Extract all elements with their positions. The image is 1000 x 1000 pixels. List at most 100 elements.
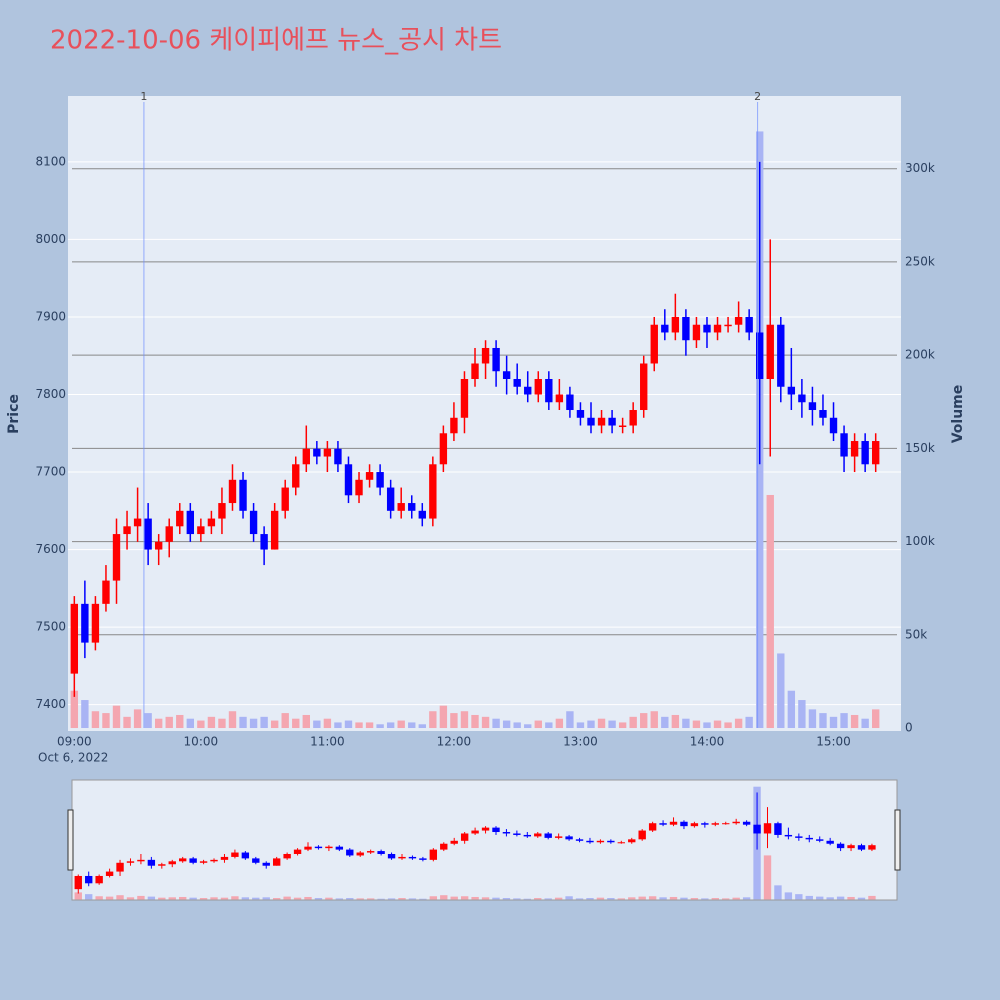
slider-handle[interactable] [894, 809, 901, 871]
slider-candle-body [596, 840, 605, 843]
slider-volume-bar [231, 896, 239, 900]
slider-volume-bar [74, 892, 82, 900]
volume-bar [154, 718, 163, 729]
slider-candle-body [680, 821, 688, 827]
x-tick-label: 15:00 [816, 735, 851, 749]
candle-body [492, 347, 500, 372]
volume-bar [144, 713, 152, 729]
volume-bar [629, 716, 637, 729]
slider-candle-body [669, 821, 678, 825]
slider-candle-body [210, 859, 218, 862]
slider-volume-bar [617, 898, 625, 900]
volume-bar [798, 700, 806, 729]
candle-body [144, 518, 152, 550]
volume-bar [123, 716, 131, 729]
candle-body [344, 464, 353, 496]
candle-body [418, 510, 426, 519]
slider-candle-body [554, 836, 563, 838]
slider-candle-body [168, 861, 176, 865]
slider-candle-body [398, 856, 406, 859]
candle-body [91, 603, 100, 643]
slider-volume-bar [262, 897, 270, 900]
candle-body [376, 472, 384, 488]
slider-candle-body [429, 849, 438, 860]
slider-candle-body [387, 853, 396, 859]
slider-candle-body [836, 843, 845, 849]
slider-candle-body [784, 834, 793, 837]
volume-bar [102, 713, 110, 729]
candle-body [724, 324, 732, 327]
y2-tick-label: 100k [905, 534, 935, 548]
slider-handle[interactable] [67, 809, 74, 871]
volume-bar [270, 720, 279, 729]
y2-tick-label: 0 [905, 721, 913, 735]
candle-body [207, 518, 216, 527]
candle-body [777, 324, 785, 387]
range-slider[interactable] [71, 779, 898, 901]
y-tick-label: 7500 [35, 620, 66, 634]
candle-body [249, 510, 258, 535]
volume-bar [112, 705, 121, 729]
slider-volume-bar [774, 885, 782, 900]
candle-body [861, 441, 869, 465]
candle-body [618, 425, 627, 428]
candle-body [408, 503, 416, 511]
slider-volume-bar [638, 896, 646, 900]
candle-body [703, 324, 711, 333]
candle-body [640, 363, 648, 411]
slider-candle-body [74, 875, 82, 890]
slider-candle-body [857, 845, 866, 850]
slider-candle-body [586, 840, 594, 843]
candle-body [365, 472, 374, 480]
volume-bar [555, 718, 564, 729]
volume-bar [502, 720, 511, 729]
slider-volume-bar [607, 898, 615, 900]
volume-bar [471, 714, 479, 729]
slider-candle-body [638, 830, 646, 840]
slider-candle-body [816, 839, 824, 841]
candle-body [661, 324, 669, 333]
volume-bar [829, 716, 838, 729]
slider-volume-bar [377, 898, 385, 900]
candle-body [165, 526, 173, 542]
y-axis-title: Price [6, 394, 22, 434]
y-tick-label: 7700 [35, 465, 66, 479]
candle-body [608, 417, 616, 426]
slider-volume-bar [335, 898, 344, 900]
slider-volume-bar [158, 897, 166, 900]
slider-candle-body [179, 858, 187, 862]
candle-body [334, 448, 342, 465]
volume-bar [787, 690, 796, 729]
slider-volume-bar [502, 898, 511, 900]
x-tick-label: 13:00 [563, 735, 598, 749]
candle-body [650, 324, 658, 364]
slider-candle-body [659, 823, 667, 825]
slider-candle-body [147, 859, 156, 866]
candle-body [471, 363, 479, 379]
volume-bar [640, 713, 648, 729]
slider-volume-bar [523, 898, 532, 900]
candle-body [787, 386, 796, 395]
chart-title: 2022-10-06 케이피에프 뉴스_공시 차트 [50, 26, 502, 56]
candle-body [450, 417, 458, 434]
volume-bar [576, 722, 585, 729]
candle-body [292, 464, 300, 488]
candle-body [481, 347, 490, 364]
volume-bar [334, 722, 342, 729]
candle-body [239, 479, 247, 511]
candle-body [323, 448, 332, 457]
slider-candle-body [701, 823, 709, 825]
volume-bar [418, 724, 426, 729]
slider-volume-bar [304, 896, 312, 900]
slider-candle-body [565, 836, 573, 840]
candle-body [70, 603, 79, 674]
candle-body [545, 378, 553, 403]
slider-volume-bar [346, 898, 354, 900]
candle-body [355, 479, 363, 496]
slider-volume-bar [868, 895, 876, 900]
slider-candle-body [241, 852, 250, 859]
volume-bar [703, 722, 711, 729]
slider-volume-bar [659, 897, 667, 900]
slider-candle-body [868, 845, 876, 850]
volume-bar [872, 709, 880, 729]
